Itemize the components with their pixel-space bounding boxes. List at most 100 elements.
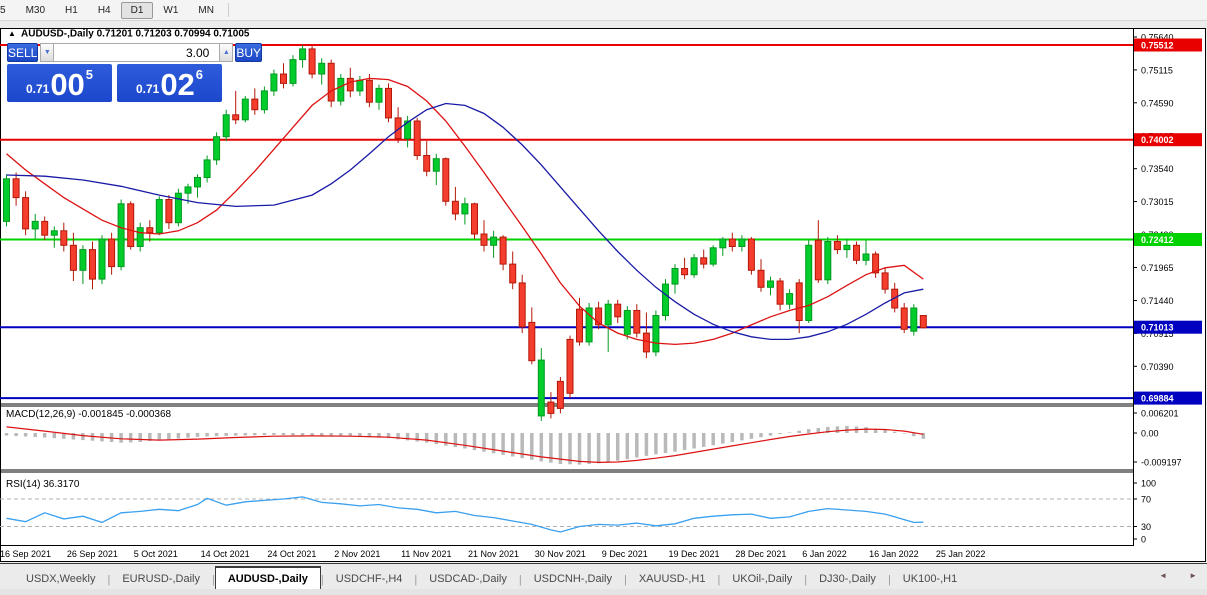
candle (881, 272, 889, 290)
svg-text:0.006201: 0.006201 (1141, 409, 1179, 419)
volume-decrease-button[interactable]: ▼ (40, 43, 55, 62)
svg-text:0.75115: 0.75115 (1141, 65, 1173, 75)
chart-tab-usdcad-daily[interactable]: USDCAD-,Daily (429, 573, 507, 585)
candle (423, 155, 431, 172)
svg-text:0.00: 0.00 (1141, 429, 1159, 439)
candle (566, 338, 574, 394)
svg-text:RSI(14) 36.3170: RSI(14) 36.3170 (6, 479, 80, 490)
candle (900, 307, 908, 330)
macd-signal-line (6, 426, 924, 464)
chart-tab-audusd-daily[interactable]: AUDUSD-,Daily (214, 566, 321, 590)
candle (709, 247, 717, 265)
candle (337, 77, 345, 102)
sell-price-panel[interactable]: 0.71 00 5 (7, 64, 112, 102)
candle (662, 283, 669, 317)
candle (767, 280, 774, 288)
candle (719, 238, 727, 249)
buy-price-pip-digit: 6 (195, 67, 204, 82)
candle (910, 307, 918, 332)
svg-text:0.73015: 0.73015 (1141, 197, 1174, 207)
timeframe-button-w1[interactable]: W1 (163, 4, 179, 16)
tab-separator: | (717, 574, 721, 586)
svg-text:19 Dec 2021: 19 Dec 2021 (669, 549, 720, 559)
svg-text:5 Oct 2021: 5 Oct 2021 (134, 549, 178, 559)
volume-increase-button[interactable]: ▲ (219, 43, 234, 62)
candle (50, 230, 58, 236)
svg-text:0.72412: 0.72412 (1141, 235, 1174, 245)
candle (795, 282, 803, 321)
candle (461, 203, 469, 215)
buy-price-panel[interactable]: 0.71 02 6 (117, 64, 222, 102)
chart-tab-ukoil-daily[interactable]: UKOil-,Daily (732, 573, 793, 585)
price-badge (1134, 391, 1202, 405)
tab-scroll-left-icon[interactable]: ◄ (1159, 571, 1168, 580)
candle (213, 136, 221, 161)
candle (919, 315, 927, 329)
candle (299, 48, 307, 61)
candle (146, 227, 154, 234)
tab-separator: | (518, 574, 522, 586)
candle (614, 303, 622, 318)
candle (537, 359, 545, 417)
candle (41, 220, 49, 236)
candle (280, 73, 287, 84)
candle (776, 280, 784, 305)
candle (22, 197, 30, 230)
one-click-trade-panel: SELL ▼ ▲ BUY 0.71 00 5 0.71 02 6 (7, 43, 263, 102)
candle (356, 79, 364, 92)
candle (604, 303, 612, 326)
candle (136, 227, 144, 247)
timeframe-button-5[interactable]: 5 (0, 4, 6, 16)
svg-text:30: 30 (1141, 522, 1151, 532)
candle (12, 178, 20, 199)
candle (365, 79, 373, 103)
candle (432, 158, 440, 172)
timeframe-button-m30[interactable]: M30 (25, 4, 46, 16)
tab-separator: | (211, 574, 215, 586)
candle (117, 203, 125, 268)
candle (69, 244, 77, 271)
candle (853, 244, 860, 261)
timeframe-button-h1[interactable]: H1 (65, 4, 78, 16)
chart-tab-bar: USDX,Weekly | EURUSD-,Daily | AUDUSD-,Daily |… (0, 563, 1207, 590)
chart-tab-uk100-h1[interactable]: UK100-,H1 (902, 573, 958, 585)
chart-tab-dj30-daily[interactable]: DJ30-,Daily (819, 573, 876, 585)
chart-tab-usdcnh-daily[interactable]: USDCNH-,Daily (533, 573, 612, 585)
svg-text:0.69884: 0.69884 (1141, 394, 1174, 404)
chart-tab-xauusd-h1[interactable]: XAUUSD-,H1 (638, 573, 706, 585)
buy-price-big-digits: 02 (160, 67, 195, 102)
tab-separator: | (107, 574, 111, 586)
price-badge (1134, 320, 1202, 334)
sell-button[interactable]: SELL (7, 43, 39, 62)
candle (3, 178, 10, 222)
timeframe-toolbar: 5 M30 H1 H4 D1 W1 MN (0, 0, 1207, 21)
candle (108, 238, 116, 268)
candle (165, 199, 173, 224)
candle (490, 236, 498, 246)
timeframe-button-d1[interactable]: D1 (120, 1, 154, 19)
candle (60, 230, 68, 246)
buy-button[interactable]: BUY (235, 43, 263, 62)
chart-tab-eurusd-daily[interactable]: EURUSD-,Daily (122, 573, 200, 585)
svg-text:0.70915: 0.70915 (1141, 329, 1174, 339)
candle (451, 200, 459, 215)
chart-tab-usdx-weekly[interactable]: USDX,Weekly (26, 573, 96, 585)
tab-separator: | (320, 574, 324, 586)
price-badge (1134, 133, 1202, 147)
timeframe-button-mn[interactable]: MN (198, 4, 214, 16)
candle (404, 120, 412, 140)
volume-input[interactable] (54, 43, 220, 62)
candle (375, 87, 383, 103)
candle (652, 315, 660, 353)
svg-text:0.71965: 0.71965 (1141, 263, 1174, 273)
date-axis: 16 Sep 2021 26 Sep 2021 5 Oct 2021 14 Oct 2… (0, 549, 985, 559)
candle (79, 249, 87, 271)
tab-scroll-right-icon[interactable]: ► (1189, 571, 1197, 580)
tab-separator: | (623, 574, 627, 586)
chart-tab-usdchf-h4[interactable]: USDCHF-,H4 (335, 573, 403, 585)
candle (251, 98, 259, 111)
timeframe-button-h4[interactable]: H4 (97, 4, 111, 16)
candle (346, 77, 354, 92)
